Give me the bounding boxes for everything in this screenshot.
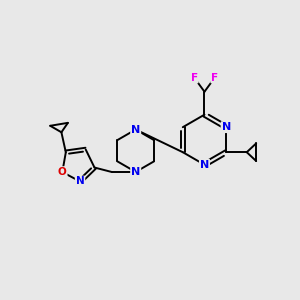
Text: N: N (131, 124, 140, 134)
Text: F: F (190, 73, 198, 82)
Text: F: F (211, 73, 218, 82)
Text: O: O (58, 167, 67, 177)
Text: N: N (76, 176, 84, 187)
Text: N: N (200, 160, 209, 170)
Text: N: N (221, 122, 231, 132)
Text: N: N (131, 167, 140, 177)
